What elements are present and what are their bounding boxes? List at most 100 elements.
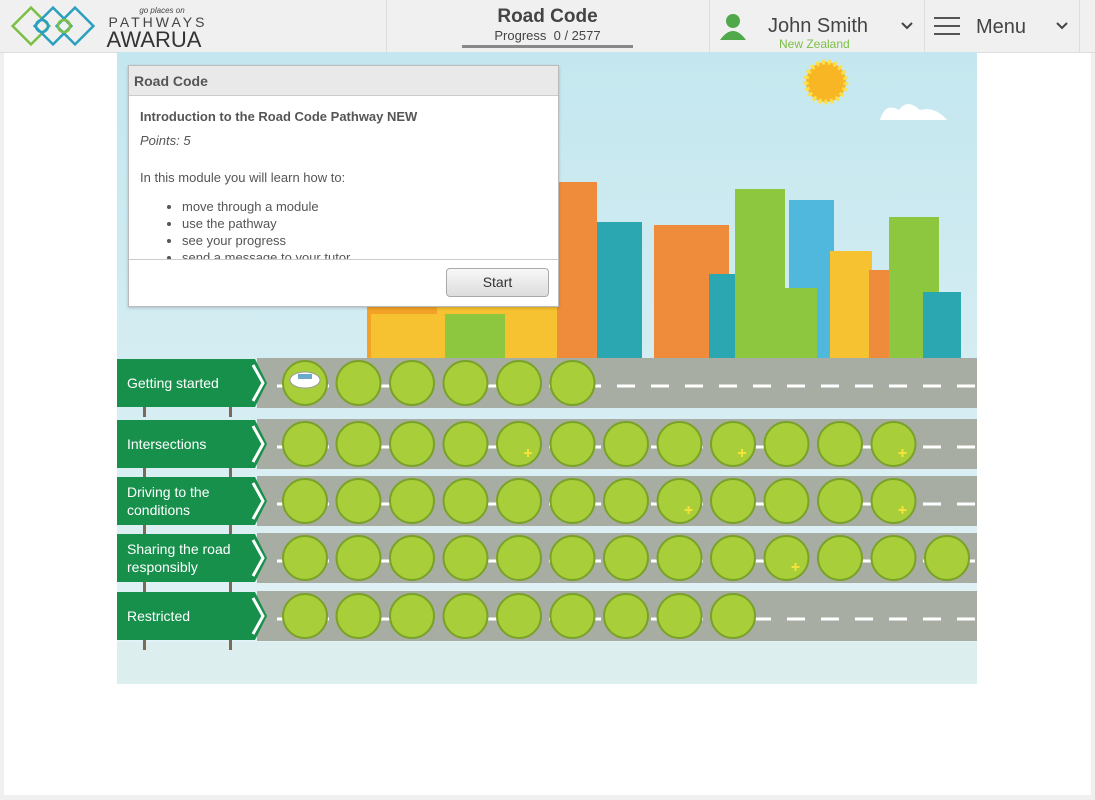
menu-label[interactable]: Menu (976, 16, 1027, 38)
module-node[interactable] (549, 360, 596, 406)
module-node[interactable] (335, 421, 382, 467)
module-node[interactable] (442, 593, 489, 639)
module-node[interactable] (496, 478, 542, 524)
row-label[interactable]: Getting started (127, 375, 219, 391)
chevron[interactable] (900, 20, 914, 32)
building (597, 222, 642, 362)
list-item: use the pathway (182, 215, 547, 232)
icon-part (54, 5, 96, 47)
row-label-line: responsibly (127, 559, 198, 575)
module-node[interactable] (442, 535, 489, 581)
node-plus (898, 506, 907, 514)
module-node[interactable] (763, 535, 810, 581)
module-node[interactable] (335, 360, 382, 406)
module-node[interactable] (656, 421, 703, 467)
sign-post (143, 636, 146, 650)
module-node[interactable] (603, 421, 649, 467)
module-list: move through a module use the pathway se… (140, 198, 547, 259)
scenery (117, 642, 977, 684)
module-node[interactable] (656, 478, 703, 524)
module-node[interactable] (389, 593, 435, 639)
module-node[interactable] (389, 360, 435, 406)
sign-chevron (251, 597, 265, 635)
icon-part (1056, 22, 1068, 30)
sign (117, 477, 267, 525)
panel-title: Road Code (129, 66, 558, 96)
module-node[interactable] (442, 478, 489, 524)
sign-post (229, 464, 232, 478)
user-name[interactable]: John Smith (768, 15, 869, 37)
module-node[interactable] (710, 478, 756, 524)
module-node[interactable] (549, 421, 596, 467)
module-node[interactable] (282, 535, 328, 581)
sign-post (143, 403, 146, 417)
menu-icon[interactable] (934, 16, 962, 38)
row-label[interactable]: Sharing the road responsibly (127, 541, 231, 575)
module-node[interactable] (389, 421, 435, 467)
module-node[interactable] (603, 478, 649, 524)
module-node[interactable] (870, 421, 917, 467)
module-node[interactable] (656, 593, 703, 639)
separator (1079, 0, 1080, 52)
module-node[interactable] (710, 593, 756, 639)
list-item: send a message to your tutor (182, 249, 547, 259)
logo[interactable]: go places on PATHWAYS AWARUA (10, 3, 205, 51)
icon-part (32, 5, 74, 47)
chevron[interactable] (1055, 20, 1069, 32)
module-node[interactable] (442, 360, 489, 406)
module-node[interactable] (389, 535, 435, 581)
module-node[interactable] (335, 593, 382, 639)
module-node[interactable] (817, 478, 863, 524)
module-intro: In this module you will learn how to: (140, 170, 346, 185)
module-node[interactable] (335, 535, 382, 581)
module-node[interactable] (710, 421, 756, 467)
module-node[interactable] (817, 535, 863, 581)
icon-part (10, 5, 96, 47)
sign-chevron (251, 364, 265, 402)
module-node[interactable] (603, 535, 649, 581)
module-node[interactable] (496, 421, 542, 467)
building (753, 288, 817, 362)
module-node[interactable] (496, 535, 542, 581)
module-node[interactable] (282, 593, 328, 639)
node-plus (898, 449, 907, 457)
building (445, 314, 505, 362)
module-node[interactable] (603, 593, 649, 639)
module-node[interactable] (389, 478, 435, 524)
sign-post (229, 403, 232, 417)
row-label-line: conditions (127, 502, 190, 518)
list-item: move through a module (182, 198, 547, 215)
icon-part: Getting started Intersections Driving to t… (117, 358, 977, 650)
module-node[interactable] (656, 535, 703, 581)
module-node[interactable] (282, 421, 328, 467)
module-node[interactable] (442, 421, 489, 467)
row-label[interactable]: Restricted (127, 608, 190, 624)
module-node[interactable] (549, 593, 596, 639)
progress-text: Progress 0 / 2577 (494, 28, 601, 43)
module-node[interactable] (763, 421, 810, 467)
row-label[interactable]: Driving to the conditions (127, 484, 210, 518)
module-node[interactable] (817, 421, 863, 467)
module-node[interactable] (335, 478, 382, 524)
panel-body: Introduction to the Road Code Pathway NE… (129, 96, 558, 260)
start-button[interactable]: Start (446, 268, 549, 297)
logo-top: PATHWAYS (109, 14, 205, 30)
module-node[interactable] (549, 478, 596, 524)
module-node[interactable] (763, 478, 810, 524)
sign-chevron (251, 425, 265, 463)
module-node[interactable] (282, 478, 328, 524)
icon-part (901, 22, 913, 30)
module-node[interactable] (924, 535, 970, 581)
module-node[interactable] (496, 360, 542, 406)
module-node[interactable] (870, 535, 917, 581)
building (923, 292, 961, 362)
sign-post (143, 464, 146, 478)
module-node[interactable] (710, 535, 756, 581)
module-node[interactable] (496, 593, 542, 639)
module-node[interactable] (870, 478, 917, 524)
user-icon[interactable] (718, 12, 748, 42)
module-node[interactable] (549, 535, 596, 581)
row-label[interactable]: Intersections (127, 436, 206, 452)
node-plus (791, 563, 800, 571)
